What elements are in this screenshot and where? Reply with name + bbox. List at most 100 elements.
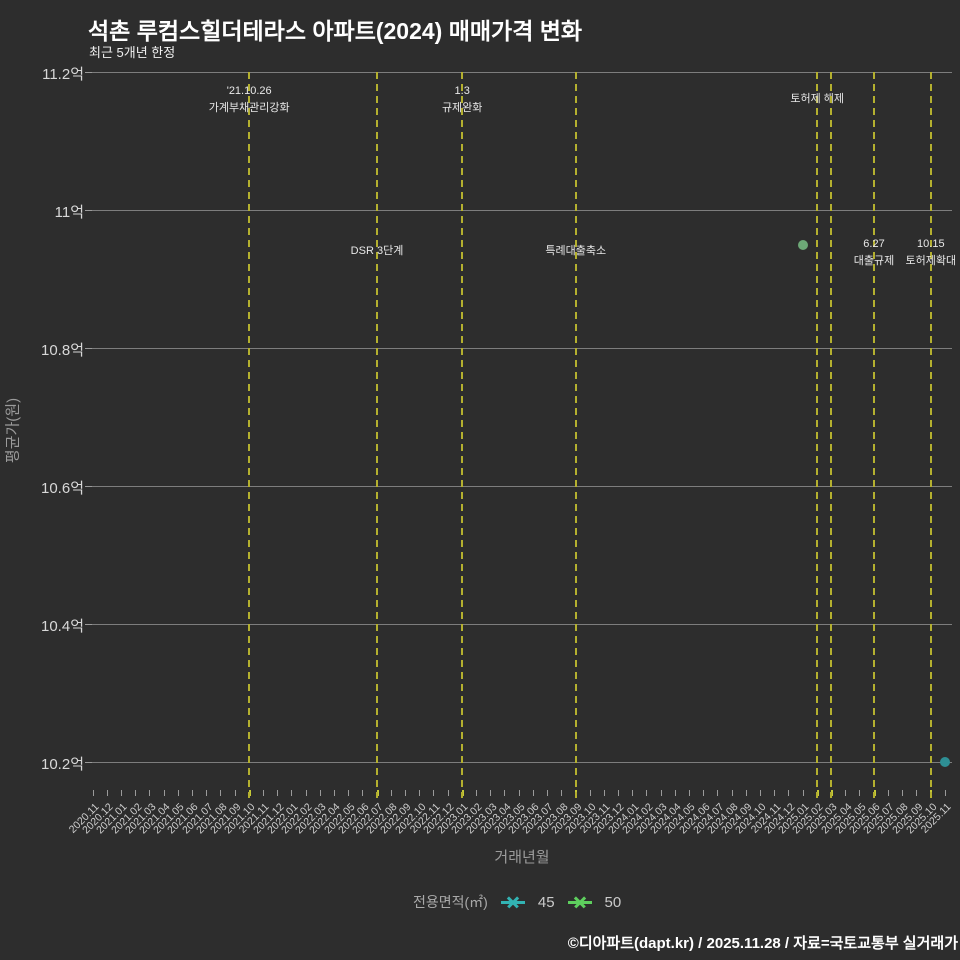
- x-tick-mark: [859, 790, 861, 796]
- x-tick-mark: [617, 790, 619, 796]
- x-tick-mark: [845, 790, 847, 796]
- watermark-source: ©디아파트(dapt.kr) / 2025.11.28 / 자료=국토교통부 실…: [567, 935, 958, 952]
- event-line: [461, 72, 464, 798]
- event-annotation: 6.27 대출규제: [853, 238, 895, 267]
- event-line: [376, 72, 378, 798]
- event-line: [830, 72, 833, 798]
- event-line: [816, 72, 819, 798]
- event-line: [248, 72, 251, 798]
- x-tick-mark: [504, 790, 506, 796]
- event-annotation: DSR 3단계: [350, 245, 404, 257]
- event-annotation: 1.3 규제완화: [441, 85, 483, 114]
- x-tick-mark: [546, 790, 548, 796]
- legend-title: 전용면적(㎡): [413, 894, 488, 910]
- event-line: [873, 72, 875, 798]
- x-tick-mark: [674, 790, 676, 796]
- x-tick-mark: [532, 790, 534, 796]
- x-tick-mark: [149, 790, 151, 796]
- y-tick-label: 11.2억: [42, 66, 84, 83]
- y-tick-label: 10.8억: [41, 342, 84, 359]
- x-tick-mark: [419, 790, 421, 796]
- event-annotation: 토허제 해제: [790, 93, 845, 105]
- x-tick-mark: [433, 790, 435, 796]
- x-tick-mark: [234, 790, 236, 796]
- x-tick-mark: [206, 790, 208, 796]
- grid-line: [88, 210, 952, 211]
- x-tick-mark: [916, 790, 918, 796]
- legend-item-50: 50: [604, 893, 622, 911]
- x-tick-mark: [774, 790, 776, 796]
- y-tick-label: 10.2억: [41, 756, 84, 773]
- x-tick-mark: [788, 790, 790, 796]
- x-tick-mark: [632, 790, 634, 796]
- x-tick-mark: [362, 790, 364, 796]
- legend-item-45: 45: [537, 893, 555, 911]
- x-tick-mark: [901, 790, 903, 796]
- grid-line: [88, 72, 952, 73]
- x-tick-mark: [262, 790, 264, 796]
- y-tick-label: 11억: [54, 204, 84, 221]
- y-axis-title: 평균가(원): [4, 397, 22, 464]
- y-tick-label: 10.6억: [41, 480, 84, 497]
- grid-line: [88, 762, 952, 763]
- chart-title: 석촌 루컴스힐더테라스 아파트(2024) 매매가격 변화: [88, 18, 583, 44]
- y-tick-mark: [85, 762, 92, 763]
- x-tick-mark: [759, 790, 761, 796]
- y-tick-mark: [85, 72, 92, 73]
- x-tick-mark: [291, 790, 293, 796]
- x-tick-mark: [745, 790, 747, 796]
- y-tick-label: 10.4억: [41, 618, 84, 635]
- y-tick-mark: [85, 210, 92, 211]
- x-tick-mark: [163, 790, 165, 796]
- event-annotation: 특례대출축소: [545, 245, 607, 257]
- chart-subtitle: 최근 5개년 한정: [89, 45, 176, 60]
- legend: 전용면적(㎡) 45 50: [413, 892, 621, 912]
- x-axis-title: 거래년월: [494, 849, 550, 866]
- x-tick-mark: [177, 790, 179, 796]
- x-tick-mark: [120, 790, 122, 796]
- event-line: [929, 72, 932, 798]
- x-tick-mark: [703, 790, 705, 796]
- x-tick-mark: [660, 790, 662, 796]
- x-tick-mark: [447, 790, 449, 796]
- x-tick-mark: [92, 790, 94, 796]
- x-tick-mark: [944, 790, 946, 796]
- x-tick-mark: [603, 790, 605, 796]
- x-tick-mark: [220, 790, 222, 796]
- x-tick-mark: [717, 790, 719, 796]
- event-line: [574, 72, 577, 798]
- x-tick-mark: [490, 790, 492, 796]
- x-tick-mark: [646, 790, 648, 796]
- x-tick-mark: [277, 790, 279, 796]
- y-tick-mark: [85, 624, 92, 625]
- x-tick-mark: [475, 790, 477, 796]
- data-point-45: [940, 757, 950, 767]
- event-annotation: 10.15 토허제확대: [905, 238, 957, 267]
- legend-marker-45-icon: [500, 894, 525, 910]
- x-tick-mark: [390, 790, 392, 796]
- x-tick-mark: [191, 790, 193, 796]
- x-tick-mark: [802, 790, 804, 796]
- x-tick-mark: [333, 790, 335, 796]
- x-tick-mark: [589, 790, 591, 796]
- x-tick-mark: [404, 790, 406, 796]
- legend-marker-50-icon: [567, 894, 592, 910]
- x-tick-mark: [518, 790, 520, 796]
- x-tick-mark: [305, 790, 307, 796]
- event-annotation: '21.10.26 가계부채관리강화: [208, 85, 290, 114]
- grid-line: [88, 348, 952, 349]
- x-tick-mark: [106, 790, 108, 796]
- grid-line: [88, 486, 952, 487]
- x-tick-mark: [319, 790, 321, 796]
- x-tick-mark: [561, 790, 563, 796]
- data-point-50: [798, 239, 808, 250]
- y-tick-mark: [85, 348, 92, 349]
- grid-line: [88, 624, 952, 625]
- x-tick-mark: [887, 790, 889, 796]
- x-tick-mark: [135, 790, 137, 796]
- y-tick-mark: [85, 486, 92, 487]
- x-tick-mark: [348, 790, 350, 796]
- x-tick-mark: [731, 790, 733, 796]
- x-tick-mark: [688, 790, 690, 796]
